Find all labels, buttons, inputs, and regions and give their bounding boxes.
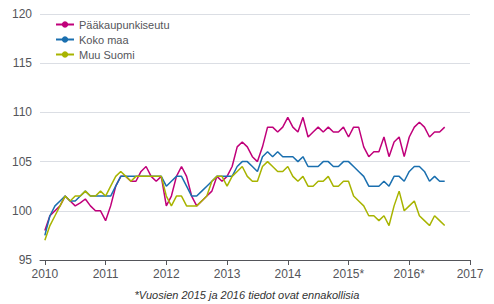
svg-text:120: 120 (12, 7, 32, 21)
svg-text:2013: 2013 (214, 267, 241, 281)
svg-text:2014: 2014 (274, 267, 301, 281)
svg-text:Koko maa: Koko maa (79, 34, 129, 46)
svg-text:2017: 2017 (457, 267, 484, 281)
svg-text:95: 95 (19, 253, 33, 267)
svg-text:115: 115 (13, 56, 32, 70)
svg-text:105: 105 (12, 155, 32, 169)
svg-text:100: 100 (12, 204, 32, 218)
svg-text:2015*: 2015* (333, 267, 365, 281)
svg-text:2010: 2010 (32, 267, 59, 281)
svg-text:2012: 2012 (153, 267, 180, 281)
svg-text:Muu Suomi: Muu Suomi (79, 49, 135, 61)
svg-text:Pääkaupunkiseutu: Pääkaupunkiseutu (79, 19, 170, 31)
svg-text:2011: 2011 (93, 267, 119, 281)
svg-text:2016*: 2016* (394, 267, 426, 281)
svg-text:*Vuosien 2015 ja 2016 tiedot o: *Vuosien 2015 ja 2016 tiedot ovat ennako… (135, 289, 360, 301)
svg-text:110: 110 (13, 105, 32, 119)
